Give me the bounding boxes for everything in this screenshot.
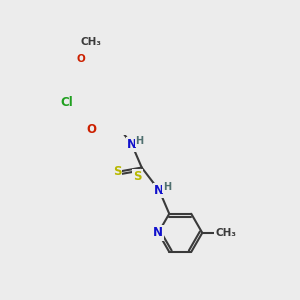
Text: S: S [133,170,142,183]
Text: CH₃: CH₃ [215,228,236,238]
Text: Cl: Cl [61,96,74,109]
Text: H: H [136,136,144,146]
Text: O: O [76,53,85,64]
Text: CH₃: CH₃ [81,37,102,47]
Text: N: N [154,184,164,197]
Text: S: S [113,165,121,178]
Text: N: N [153,226,163,239]
Text: N: N [127,138,137,151]
Text: H: H [163,182,171,192]
Text: O: O [86,123,96,136]
